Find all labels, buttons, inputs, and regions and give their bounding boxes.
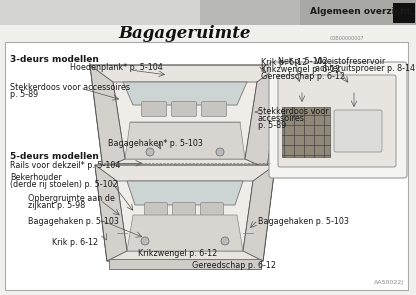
FancyBboxPatch shape xyxy=(144,202,168,216)
Text: achteruitsproeier p. 8-14: achteruitsproeier p. 8-14 xyxy=(315,64,415,73)
Bar xyxy=(200,0,416,25)
FancyBboxPatch shape xyxy=(171,101,196,117)
Text: 5-deurs modellen: 5-deurs modellen xyxy=(10,152,99,161)
Text: Gereedschap p. 6-12: Gereedschap p. 6-12 xyxy=(261,72,345,81)
Bar xyxy=(0,0,416,25)
Text: (derde rij stoelen) p. 5-102: (derde rij stoelen) p. 5-102 xyxy=(10,180,118,189)
FancyBboxPatch shape xyxy=(173,202,196,216)
Circle shape xyxy=(221,237,229,245)
Text: Krikzwengel p. 6-12: Krikzwengel p. 6-12 xyxy=(138,249,217,258)
Circle shape xyxy=(146,148,154,156)
Text: Krikzwengel p. 6-12: Krikzwengel p. 6-12 xyxy=(261,65,340,74)
FancyBboxPatch shape xyxy=(201,101,226,117)
Text: Krik p. 6-12: Krik p. 6-12 xyxy=(261,58,307,67)
Text: Stekkerdoos voor: Stekkerdoos voor xyxy=(258,107,329,116)
Polygon shape xyxy=(113,82,257,159)
Text: Vloeistofreservoir: Vloeistofreservoir xyxy=(315,57,386,66)
Text: Algemeen overzicht: Algemeen overzicht xyxy=(310,7,411,17)
Circle shape xyxy=(216,148,224,156)
Polygon shape xyxy=(127,215,243,251)
Polygon shape xyxy=(245,65,280,169)
FancyBboxPatch shape xyxy=(278,75,396,167)
Polygon shape xyxy=(123,82,247,105)
Text: Bekerhouder: Bekerhouder xyxy=(10,173,62,182)
Text: Gereedschap p. 6-12: Gereedschap p. 6-12 xyxy=(192,261,276,270)
Polygon shape xyxy=(125,122,245,159)
Polygon shape xyxy=(243,165,275,261)
Polygon shape xyxy=(95,165,127,261)
Bar xyxy=(300,0,416,25)
Bar xyxy=(105,167,265,177)
Text: Rails voor dekzeil* p. 5-104: Rails voor dekzeil* p. 5-104 xyxy=(10,161,120,170)
FancyBboxPatch shape xyxy=(141,101,166,117)
Text: accessoires: accessoires xyxy=(258,114,305,123)
Polygon shape xyxy=(90,65,280,169)
Text: Stekkerdoos voor accessoires: Stekkerdoos voor accessoires xyxy=(10,83,130,92)
Text: p. 5-89: p. 5-89 xyxy=(258,121,286,130)
Text: p. 5-89: p. 5-89 xyxy=(10,90,38,99)
Text: Bagagehaken* p. 5-103: Bagagehaken* p. 5-103 xyxy=(108,139,203,148)
Polygon shape xyxy=(127,181,243,205)
Polygon shape xyxy=(95,165,275,261)
Text: 3-deurs modellen: 3-deurs modellen xyxy=(10,55,99,64)
Polygon shape xyxy=(90,65,125,169)
Bar xyxy=(109,259,261,269)
Text: Bagagehaken p. 5-103: Bagagehaken p. 5-103 xyxy=(258,217,349,226)
Text: Bagagehaken p. 5-103: Bagagehaken p. 5-103 xyxy=(28,217,119,226)
Text: Net p. 5-102: Net p. 5-102 xyxy=(278,57,328,66)
Polygon shape xyxy=(117,181,253,251)
Bar xyxy=(282,107,330,157)
FancyBboxPatch shape xyxy=(334,110,382,152)
Text: Bagageruimte: Bagageruimte xyxy=(119,24,251,42)
FancyBboxPatch shape xyxy=(5,42,408,290)
Circle shape xyxy=(141,237,149,245)
FancyBboxPatch shape xyxy=(269,62,407,178)
FancyBboxPatch shape xyxy=(201,202,223,216)
Text: Opbergruimte aan de: Opbergruimte aan de xyxy=(28,194,115,203)
Text: zijkant p. 5-98: zijkant p. 5-98 xyxy=(28,201,85,210)
Bar xyxy=(393,3,415,23)
Text: 00B00000007: 00B00000007 xyxy=(330,35,365,40)
Text: Krik p. 6-12: Krik p. 6-12 xyxy=(52,238,98,247)
Text: Hoedenplank* p. 5-104: Hoedenplank* p. 5-104 xyxy=(70,63,163,72)
Text: AA50022J: AA50022J xyxy=(374,280,404,285)
